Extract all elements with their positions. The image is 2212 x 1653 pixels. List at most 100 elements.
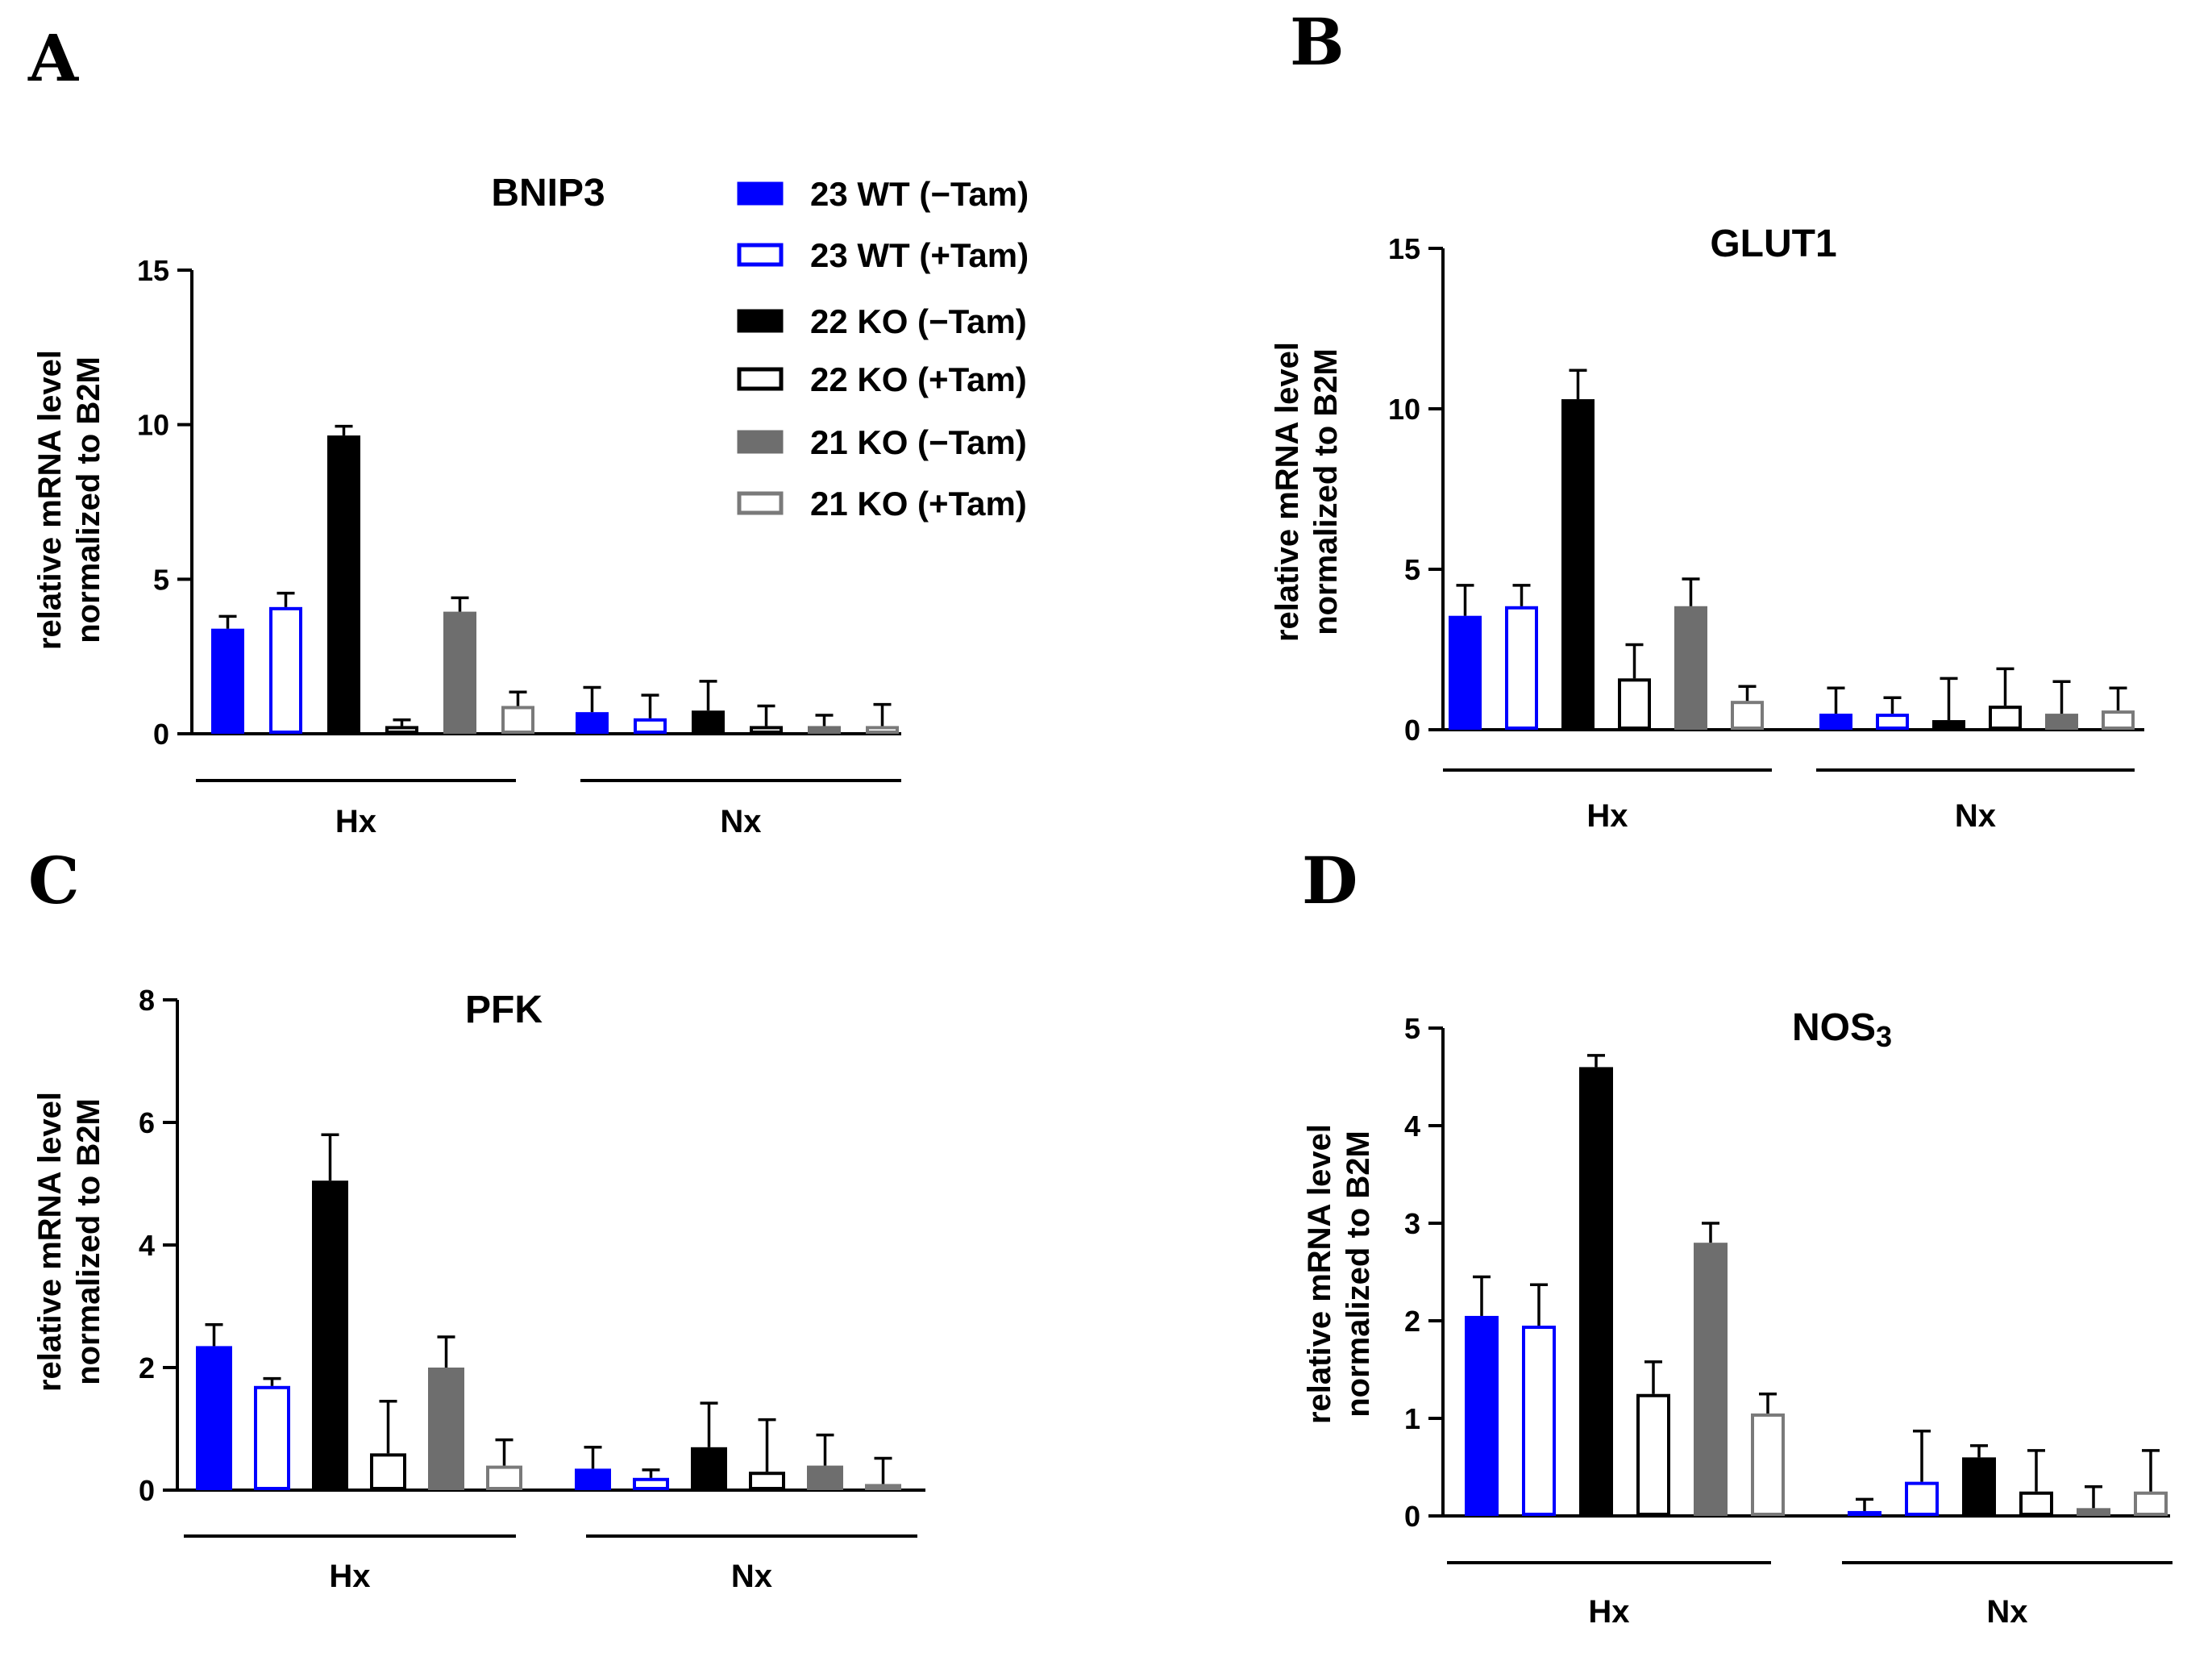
bar-hx-2	[1522, 1326, 1556, 1517]
bar-hx-3	[1561, 399, 1595, 730]
legend-swatch	[737, 430, 784, 454]
bar-hx-4	[1618, 678, 1651, 731]
panel-letter: D	[1302, 843, 1358, 918]
panel-letter: A	[27, 20, 79, 96]
legend-swatch	[737, 491, 784, 515]
bar-nx-6	[2102, 710, 2135, 730]
bar-nx-2	[633, 1477, 669, 1491]
legend-label: 22 KO (−Tam)	[810, 302, 1027, 340]
y-tick-label: 4	[1404, 1110, 1420, 1143]
y-tick-label: 1	[1404, 1402, 1420, 1435]
legend-label: 22 KO (+Tam)	[810, 360, 1027, 398]
chart-title: PFK	[465, 989, 543, 1031]
bar-hx-4	[370, 1453, 406, 1491]
group-label-nx: Nx	[720, 804, 761, 839]
bar-hx-4	[1636, 1393, 1670, 1516]
bar-hx-4	[385, 726, 418, 735]
bar-hx-3	[312, 1180, 348, 1490]
y-tick-label: 0	[1404, 1500, 1420, 1533]
legend-label: 21 KO (−Tam)	[810, 423, 1027, 461]
y-axis-label: relative mRNA level normalized to B2M	[32, 350, 106, 650]
y-tick-label: 5	[153, 563, 169, 596]
bar-nx-2	[1876, 714, 1909, 730]
group-label-hx: Hx	[335, 804, 376, 839]
bar-nx-4	[749, 1472, 785, 1490]
bar-hx-1	[1449, 615, 1482, 731]
bar-hx-2	[1505, 606, 1538, 731]
bar-hx-3	[327, 435, 360, 734]
chart-title-subscript: 3	[1876, 1020, 1892, 1053]
y-axis-label: relative mRNA level normalized to B2M	[32, 1092, 106, 1392]
chart-panel-a: A BNIP3 0 5 10 15 relative mRNA level normalize…	[27, 20, 901, 839]
bar-nx-4	[750, 726, 783, 735]
bar-nx-1	[575, 1468, 611, 1491]
y-tick-label: 2	[1404, 1305, 1420, 1338]
bar-hx-6	[486, 1465, 522, 1490]
bar-nx-2	[634, 718, 667, 734]
legend-swatch	[737, 181, 784, 206]
bar-nx-1	[1819, 714, 1852, 730]
bar-nx-3	[1932, 720, 1965, 730]
y-tick-label: 5	[1404, 1012, 1420, 1045]
y-axis-label-line: relative mRNA level	[1270, 342, 1305, 642]
bar-nx-3	[692, 710, 725, 734]
legend-swatch	[737, 243, 784, 267]
bar-hx-2	[254, 1385, 290, 1491]
y-axis-label-line: normalized to B2M	[1308, 348, 1344, 635]
bar-hx-3	[1579, 1067, 1613, 1516]
y-tick-label: 4	[139, 1229, 155, 1262]
bar-nx-5	[2077, 1508, 2110, 1516]
y-tick-label: 0	[139, 1474, 155, 1507]
legend-label: 23 WT (+Tam)	[810, 236, 1029, 274]
y-axis-label-line: normalized to B2M	[71, 1098, 106, 1385]
chart-title-main: GLUT1	[1710, 223, 1836, 265]
bar-hx-5	[443, 611, 476, 734]
legend: 23 WT (−Tam) 23 WT (+Tam) 22 KO (−Tam) 22 K…	[737, 175, 1029, 523]
chart-title-main: NOS	[1792, 1006, 1876, 1049]
bar-hx-1	[1465, 1315, 1499, 1516]
y-tick-label: 5	[1404, 553, 1420, 586]
y-tick-label: 10	[137, 409, 169, 442]
bar-hx-1	[196, 1346, 232, 1491]
panel-letter: C	[28, 843, 80, 918]
bar-nx-1	[1848, 1510, 1881, 1516]
group-label-hx: Hx	[1586, 798, 1628, 834]
legend-label: 21 KO (+Tam)	[810, 485, 1027, 523]
chart-title-main: BNIP3	[491, 172, 605, 214]
y-axis-label: relative mRNA level normalized to B2M	[1270, 342, 1344, 642]
group-label-nx: Nx	[731, 1559, 772, 1594]
bar-hx-5	[1694, 1243, 1728, 1516]
y-tick-label: 0	[1404, 714, 1420, 747]
legend-swatch	[737, 367, 784, 391]
y-tick-label: 6	[139, 1106, 155, 1139]
y-tick-label: 15	[137, 254, 169, 287]
bar-hx-6	[501, 706, 534, 734]
y-axis-label-line: relative mRNA level	[32, 350, 68, 650]
y-tick-label: 10	[1388, 393, 1420, 426]
bar-nx-5	[807, 1465, 843, 1490]
bar-hx-6	[1751, 1413, 1785, 1516]
bar-nx-3	[691, 1447, 727, 1491]
bar-hx-1	[211, 628, 244, 735]
panel-letter: B	[1290, 4, 1345, 80]
chart-panel-c: C PFK 0 2 4 6 8 relative mRNA level normalized t…	[28, 843, 925, 1594]
bar-nx-5	[2045, 714, 2078, 730]
bar-hx-6	[1731, 701, 1764, 730]
bar-nx-2	[1905, 1481, 1939, 1517]
bar-nx-5	[808, 726, 841, 735]
y-tick-label: 3	[1404, 1207, 1420, 1240]
chart-title: BNIP3	[491, 172, 605, 214]
y-tick-label: 0	[153, 718, 169, 751]
bar-nx-6	[2134, 1491, 2168, 1516]
bar-nx-4	[1989, 706, 2022, 731]
bar-nx-1	[576, 712, 609, 735]
y-axis-label-line: normalized to B2M	[1341, 1130, 1376, 1418]
y-tick-label: 8	[139, 984, 155, 1017]
group-label-nx: Nx	[1955, 798, 1996, 834]
y-tick-label: 15	[1388, 232, 1420, 265]
y-axis-label-line: relative mRNA level	[1302, 1124, 1337, 1424]
bar-nx-6	[865, 1484, 901, 1491]
legend-label: 23 WT (−Tam)	[810, 175, 1029, 213]
